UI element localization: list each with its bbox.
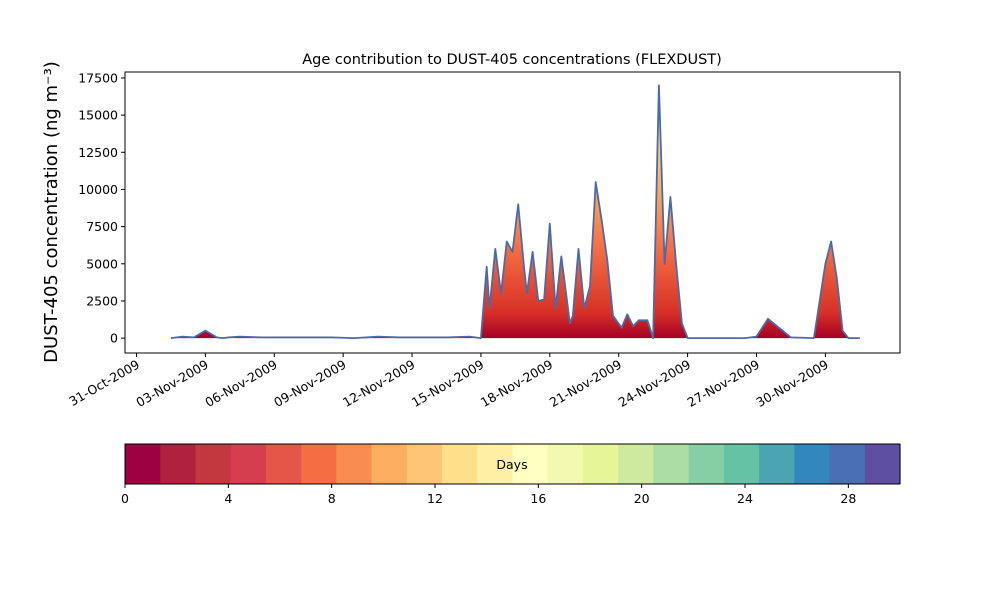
colorbar-tick-label: 20 [634,491,650,506]
colorbar-segment [336,444,372,484]
colorbar-label: Days [496,457,527,472]
x-tick-label: 12-Nov-2009 [340,357,418,410]
y-tick-label: 5000 [86,256,118,271]
colorbar-segment [653,444,689,484]
colorbar-segment [618,444,654,484]
colorbar-segment [407,444,443,484]
y-tick-label: 2500 [86,293,118,308]
age-contribution-area [171,85,860,338]
y-tick-label: 10000 [78,182,118,197]
colorbar-segment [583,444,619,484]
y-tick-label: 12500 [78,145,118,160]
colorbar-tick-label: 16 [530,491,546,506]
colorbar-tick-label: 0 [121,491,129,506]
y-tick-label: 17500 [78,70,118,85]
colorbar-segment [759,444,795,484]
colorbar-segment [548,444,584,484]
colorbar-tick-label: 12 [427,491,443,506]
colorbar-segment [266,444,302,484]
colorbar-segment [830,444,866,484]
x-tick-label: 24-Nov-2009 [616,357,694,410]
x-tick-label: 06-Nov-2009 [202,357,280,410]
x-tick-label: 18-Nov-2009 [478,357,556,410]
colorbar-segment [724,444,760,484]
x-tick-label: 15-Nov-2009 [409,357,487,410]
colorbar-segment [865,444,901,484]
colorbar-tick-label: 24 [737,491,753,506]
y-tick-label: 15000 [78,108,118,123]
colorbar-segment [794,444,830,484]
colorbar-segment [195,444,231,484]
x-tick-label: 09-Nov-2009 [271,357,349,410]
chart-title: Age contribution to DUST-405 concentrati… [302,52,722,68]
colorbar-segment [301,444,337,484]
colorbar-segment [689,444,725,484]
colorbar-segment [160,444,196,484]
colorbar-segment [125,444,161,484]
colorbar-tick-label: 4 [224,491,232,506]
colorbar-segment [372,444,408,484]
x-tick-label: 21-Nov-2009 [547,357,625,410]
x-tick-label: 03-Nov-2009 [133,357,211,410]
x-tick-label: 30-Nov-2009 [753,357,831,410]
y-tick-label: 7500 [86,219,118,234]
colorbar-segment [231,444,267,484]
colorbar-segment [442,444,478,484]
y-axis-label: DUST-405 concentration (ng m⁻³) [41,61,62,363]
x-tick-label: 31-Oct-2009 [66,357,142,409]
colorbar-tick-label: 28 [840,491,856,506]
colorbar-tick-label: 8 [328,491,336,506]
y-tick-label: 0 [110,331,118,346]
x-tick-label: 27-Nov-2009 [685,357,763,410]
